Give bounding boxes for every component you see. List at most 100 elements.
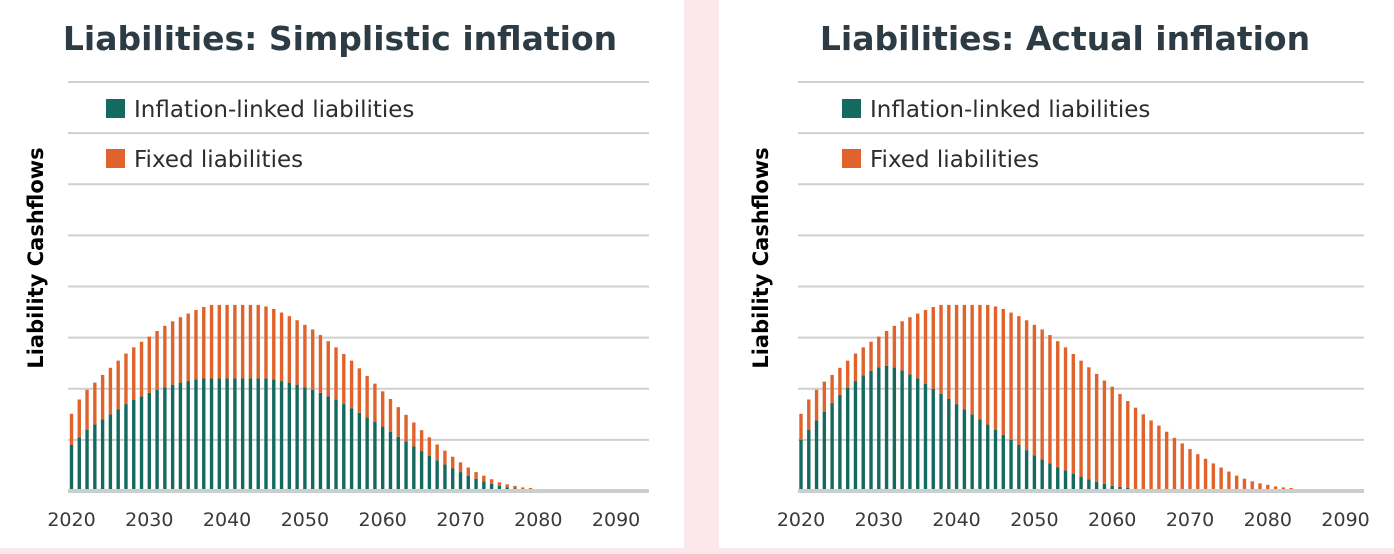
chart-title: Liabilities: Simplistic inflation [63,19,617,58]
bar-fixed [381,391,385,427]
bar-inflation-linked [303,387,307,491]
bar-fixed [908,317,912,375]
chart-panel-actual: Liabilities: Actual inflation Liability … [719,0,1394,548]
bar-fixed [217,304,222,379]
bar-fixed [1040,329,1044,460]
bar-inflation-linked [986,424,990,491]
bar-fixed [807,399,811,430]
bar-fixed [303,324,307,388]
bar-inflation-linked [318,392,323,491]
bar-fixed [853,353,858,382]
bar-inflation-linked [822,411,827,491]
legend-label-fixed: Fixed liabilities [134,147,303,173]
bar-inflation-linked [1094,481,1099,491]
bar-inflation-linked [1056,467,1060,491]
bar-inflation-linked [124,404,128,491]
bar-fixed [861,347,865,376]
bar-fixed [1079,360,1083,477]
x-tick-label: 2090 [1321,509,1369,531]
bar-inflation-linked [147,392,151,491]
bar-fixed [419,430,424,452]
y-axis-label: Liability Cashflows [24,147,48,368]
bar-inflation-linked [845,387,850,491]
bar-inflation-linked [100,419,105,491]
bar-inflation-linked [474,478,478,491]
x-tick-label: 2020 [777,509,825,531]
bar-inflation-linked [178,382,183,491]
bar-fixed [326,341,330,397]
bar-inflation-linked [295,384,299,491]
bar-inflation-linked [217,378,222,491]
bar-fixed [1172,437,1177,491]
bar-fixed [1001,308,1005,435]
bar-inflation-linked [287,382,292,491]
bar-fixed [248,304,253,379]
bar-inflation-linked [458,472,463,491]
bar-inflation-linked [1118,486,1122,491]
bar-fixed [1258,483,1262,491]
bar-inflation-linked [892,367,897,491]
bar-inflation-linked [830,403,834,491]
bar-fixed [1024,320,1029,451]
bar-fixed [443,450,447,465]
bar-inflation-linked [381,426,385,491]
bar-fixed [884,330,889,366]
bar-fixed [1094,373,1099,482]
bar-fixed [69,413,74,445]
bar-fixed [986,304,990,425]
bar-inflation-linked [1032,455,1037,491]
bar-inflation-linked [1048,463,1052,491]
bar-fixed [1266,484,1270,491]
bar-inflation-linked [861,375,865,491]
bar-inflation-linked [1079,476,1083,491]
bar-fixed [1102,380,1107,484]
x-axis-baseline [68,489,649,493]
bar-inflation-linked [443,464,447,491]
bar-fixed [482,475,486,482]
bar-inflation-linked [451,468,455,491]
bar-fixed [521,487,525,490]
bar-inflation-linked [466,475,470,491]
bar-fixed [357,368,362,413]
x-tick-label: 2060 [359,509,407,531]
bar-inflation-linked [978,419,982,491]
bar-inflation-linked [869,370,873,491]
bar-fixed [962,304,967,410]
bar-fixed [978,304,982,420]
bar-fixed [1009,312,1013,440]
x-tick-label: 2020 [47,509,95,531]
bar-fixed [497,482,502,486]
x-tick-label: 2060 [1088,509,1136,531]
bar-fixed [373,383,377,422]
bar-inflation-linked [396,436,400,491]
bar-fixed [295,320,299,385]
bar-fixed [1063,347,1068,471]
bar-inflation-linked [814,420,819,491]
legend-swatch-inflation-linked [106,99,125,118]
bar-fixed [1211,463,1216,491]
bar-inflation-linked [163,387,167,491]
bar-fixed [435,444,439,461]
bar-inflation-linked [93,424,97,491]
chart-svg: Liabilities: Actual inflation Liability … [749,19,1370,531]
bar-fixed [342,353,346,405]
bar-fixed [1133,407,1138,489]
bar-inflation-linked [202,378,206,491]
bar-fixed [954,304,959,405]
bar-inflation-linked [155,389,159,491]
bar-fixed [240,304,245,379]
x-tick-label: 2040 [932,509,980,531]
bar-inflation-linked [194,379,198,491]
bar-inflation-linked [365,417,369,491]
bar-fixed [147,336,151,393]
bar-inflation-linked [326,396,330,491]
bar-fixed [287,316,292,383]
bar-fixed [388,398,393,432]
bar-fixed [1141,414,1146,490]
bar-inflation-linked [419,451,424,491]
bar-fixed [349,360,354,409]
bar-fixed [178,317,183,383]
bar-inflation-linked [334,399,338,491]
bar-inflation-linked [310,389,315,491]
bar-inflation-linked [1071,473,1075,491]
